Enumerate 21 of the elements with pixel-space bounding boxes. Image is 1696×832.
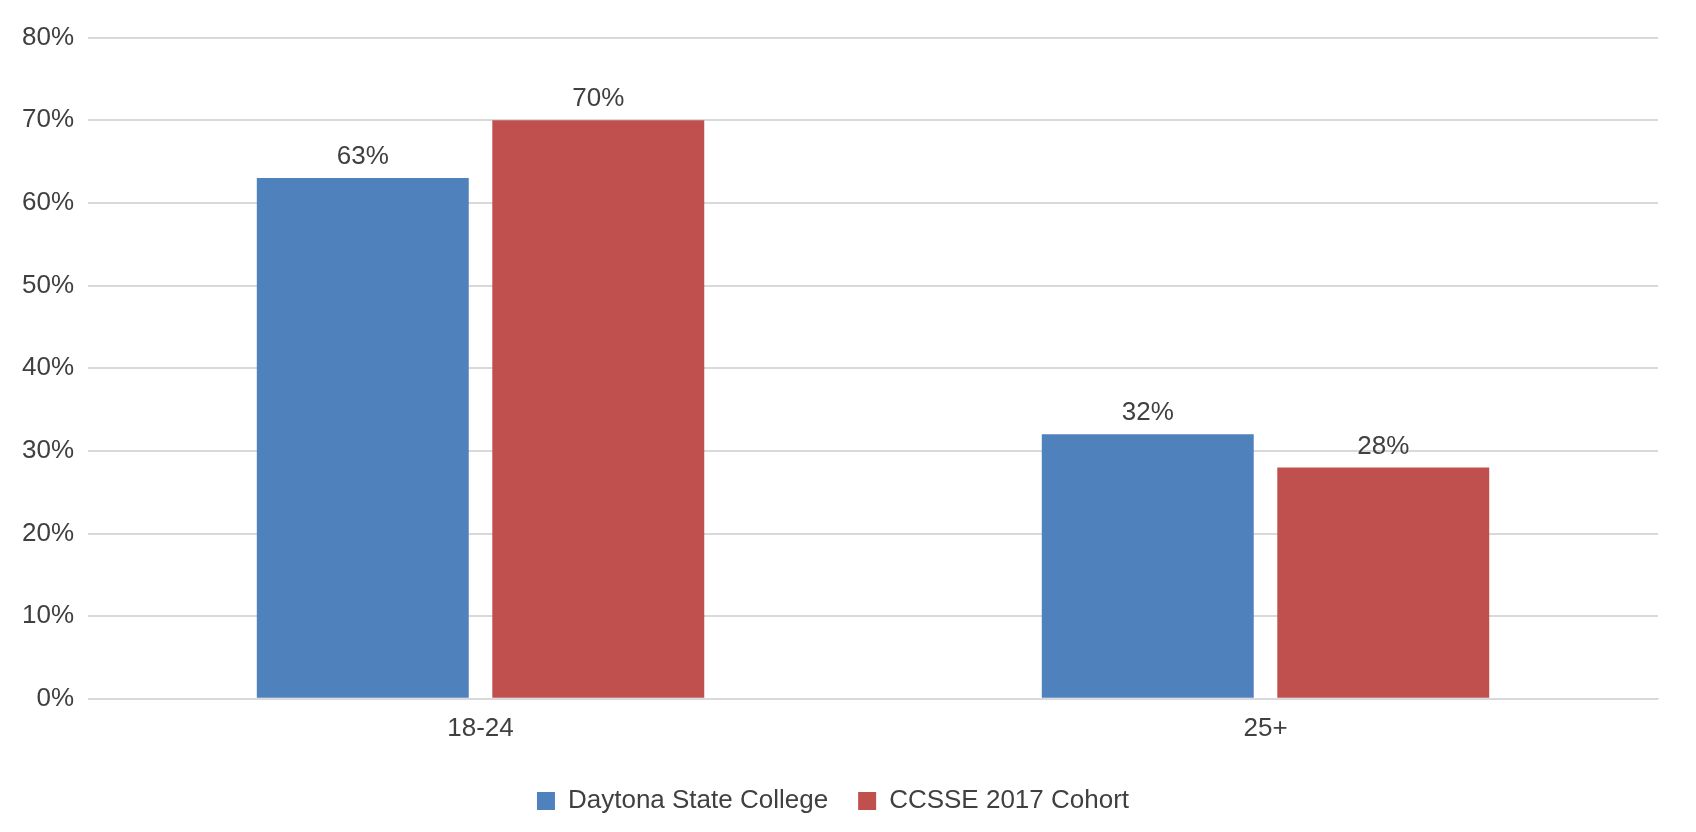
y-tick-label: 50% (21, 268, 75, 299)
y-tick-label: 60% (21, 186, 75, 217)
x-tick-label: 25+ (1243, 711, 1288, 742)
data-label: 32% (1121, 396, 1174, 427)
bar (256, 178, 469, 698)
y-tick-label: 30% (21, 434, 75, 465)
bar (1277, 467, 1490, 698)
y-tick-label: 70% (21, 103, 75, 134)
bar (492, 120, 705, 698)
y-tick-label: 0% (36, 681, 75, 712)
data-label: 70% (572, 82, 625, 113)
bar (1041, 434, 1254, 698)
legend-label: CCSSE 2017 Cohort (889, 784, 1130, 815)
legend-label: Daytona State College (567, 784, 829, 815)
y-tick-label: 80% (21, 20, 75, 51)
y-tick-label: 20% (21, 516, 75, 547)
y-tick-label: 40% (21, 351, 75, 382)
x-tick-label: 18-24 (447, 711, 514, 742)
data-label: 63% (336, 140, 389, 171)
data-label: 28% (1357, 429, 1410, 460)
y-tick-label: 10% (21, 599, 75, 630)
